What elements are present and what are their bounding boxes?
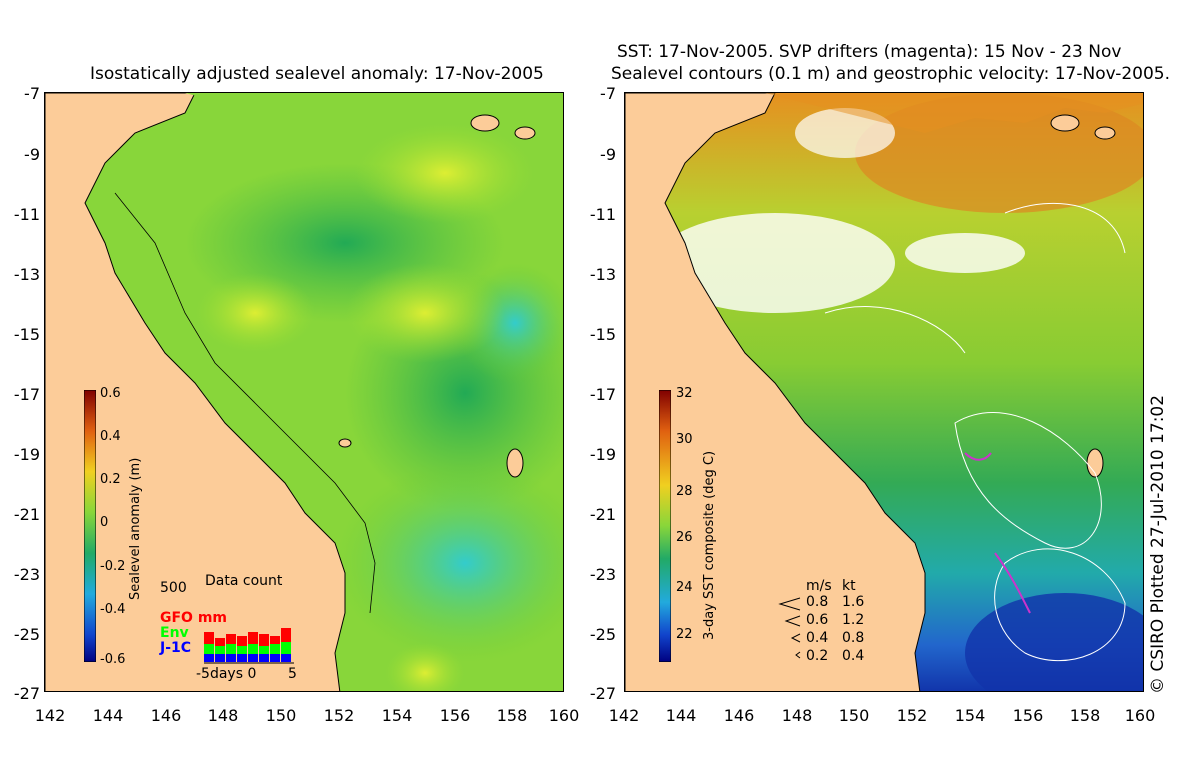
sst-map-graphic xyxy=(625,93,1143,691)
right-x-tick: 154 xyxy=(954,706,986,725)
velocity-legend-ms: 0.4 xyxy=(806,630,829,646)
right-y-tick: -27 xyxy=(589,684,616,703)
left-y-tick: -17 xyxy=(13,385,40,404)
left-x-tick: 158 xyxy=(496,706,528,725)
velocity-legend-arrows xyxy=(778,597,801,659)
sealevel-colorbar xyxy=(84,390,96,662)
right-x-tick: 148 xyxy=(781,706,813,725)
left-y-tick: -11 xyxy=(13,205,40,224)
sst-colorbar-tick: 32 xyxy=(676,386,693,401)
right-y-tick: -7 xyxy=(600,84,616,103)
sst-colorbar-tick: 28 xyxy=(676,484,693,499)
sst-colorbar-tick: 30 xyxy=(676,432,693,447)
sealevel-anomaly-map-graphic xyxy=(45,93,563,691)
sst-colorbar xyxy=(659,390,671,662)
left-y-tick: -13 xyxy=(13,265,40,284)
left-y-tick: -9 xyxy=(24,145,40,164)
left-x-tick: 156 xyxy=(439,706,471,725)
right-y-tick: -17 xyxy=(589,385,616,404)
sealevel-colorbar-tick: 0.4 xyxy=(100,429,121,444)
right-y-tick: -19 xyxy=(589,445,616,464)
right-panel-title-line1: SST: 17-Nov-2005. SVP drifters (magenta)… xyxy=(617,42,1122,62)
left-y-tick: -21 xyxy=(13,505,40,524)
left-x-tick: 148 xyxy=(207,706,239,725)
data-count-max: 500 xyxy=(160,580,187,596)
right-x-tick: 150 xyxy=(838,706,870,725)
velocity-legend-header-kt: kt xyxy=(842,578,856,594)
sst-map xyxy=(624,92,1144,692)
left-x-tick: 154 xyxy=(381,706,413,725)
velocity-legend-kt: 0.8 xyxy=(842,630,865,646)
right-y-tick: -21 xyxy=(589,505,616,524)
right-x-tick: 156 xyxy=(1012,706,1044,725)
velocity-legend-ms: 0.2 xyxy=(806,648,829,664)
sealevel-colorbar-tick: 0 xyxy=(100,515,109,530)
plot-credit: © CSIRO Plotted 27-Jul-2010 17:02 xyxy=(1148,394,1168,694)
left-x-tick: 152 xyxy=(323,706,355,725)
right-y-tick: -15 xyxy=(589,325,616,344)
velocity-legend-kt: 0.4 xyxy=(842,648,865,664)
data-count-title: Data count xyxy=(205,573,283,589)
data-count-legend-gfo: GFO mm xyxy=(160,610,228,626)
left-panel-title: Isostatically adjusted sealevel anomaly:… xyxy=(90,64,544,84)
right-x-tick: 146 xyxy=(723,706,755,725)
sealevel-colorbar-label: Sealevel anomaly (m) xyxy=(128,457,143,600)
left-y-tick: -19 xyxy=(13,445,40,464)
left-y-tick: -25 xyxy=(13,625,40,644)
sealevel-colorbar-tick: -0.4 xyxy=(100,602,126,617)
sealevel-anomaly-map xyxy=(44,92,564,692)
left-y-tick: -27 xyxy=(13,684,40,703)
left-y-tick: -23 xyxy=(13,565,40,584)
right-y-tick: -13 xyxy=(589,265,616,284)
data-count-axis-label: -5days 0 xyxy=(196,666,257,682)
right-x-tick: 152 xyxy=(896,706,928,725)
data-count-legend-env: Env xyxy=(160,625,189,641)
right-y-tick: -25 xyxy=(589,625,616,644)
sealevel-colorbar-tick: 0.2 xyxy=(100,472,121,487)
right-x-tick: 158 xyxy=(1069,706,1101,725)
velocity-legend-header-ms: m/s xyxy=(806,578,832,594)
velocity-legend-ms: 0.8 xyxy=(806,594,829,610)
left-x-tick: 142 xyxy=(34,706,66,725)
sealevel-colorbar-tick: 0.6 xyxy=(100,386,121,401)
sealevel-colorbar-tick: -0.2 xyxy=(100,559,126,574)
right-x-tick: 160 xyxy=(1124,706,1156,725)
right-y-tick: -9 xyxy=(600,145,616,164)
left-x-tick: 150 xyxy=(265,706,297,725)
data-count-histogram xyxy=(204,628,294,664)
right-x-tick: 144 xyxy=(665,706,697,725)
sst-colorbar-label: 3-day SST composite (deg C) xyxy=(702,450,717,640)
data-count-legend-j1c: J-1C xyxy=(160,640,192,656)
data-count-axis-right: 5 xyxy=(288,666,297,682)
velocity-legend-ms: 0.6 xyxy=(806,612,829,628)
left-x-tick: 144 xyxy=(92,706,124,725)
left-x-tick: 146 xyxy=(150,706,182,725)
right-y-tick: -11 xyxy=(589,205,616,224)
right-panel-title-line2: Sealevel contours (0.1 m) and geostrophi… xyxy=(611,64,1171,84)
sealevel-colorbar-tick: -0.6 xyxy=(100,652,126,667)
left-y-tick: -7 xyxy=(24,84,40,103)
sst-colorbar-tick: 24 xyxy=(676,580,693,595)
right-x-tick: 142 xyxy=(608,706,640,725)
sst-colorbar-tick: 22 xyxy=(676,627,693,642)
left-x-tick: 160 xyxy=(548,706,580,725)
right-y-tick: -23 xyxy=(589,565,616,584)
left-y-tick: -15 xyxy=(13,325,40,344)
velocity-legend-kt: 1.6 xyxy=(842,594,865,610)
velocity-legend-kt: 1.2 xyxy=(842,612,865,628)
sst-colorbar-tick: 26 xyxy=(676,530,693,545)
